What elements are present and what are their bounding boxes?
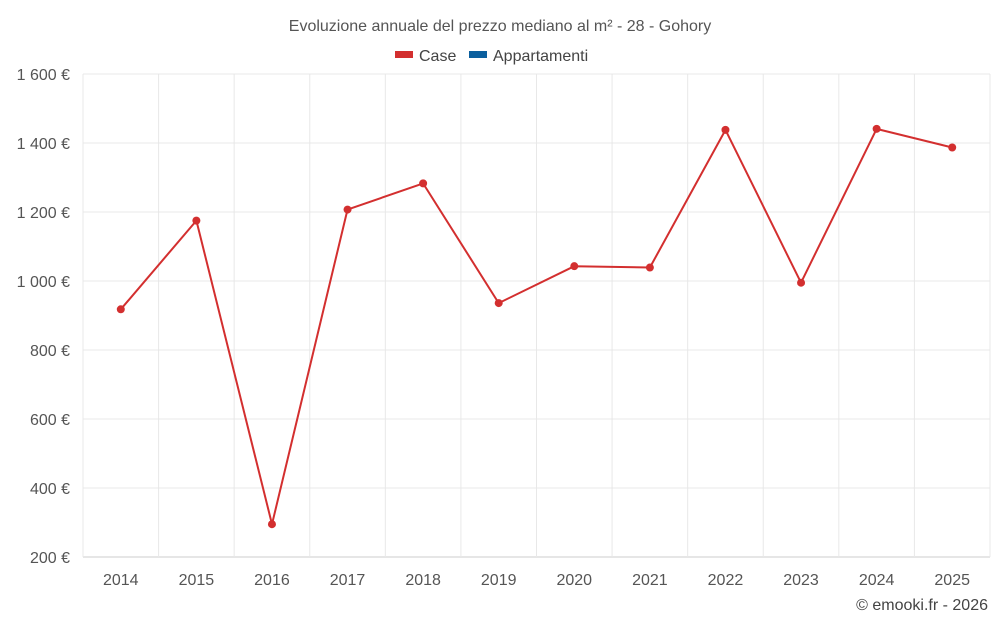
chart-title: Evoluzione annuale del prezzo mediano al… [289,18,711,35]
y-tick-label: 200 € [30,550,70,567]
y-tick-label: 600 € [30,412,70,429]
data-points [116,124,957,529]
series-line-case [120,127,953,526]
data-point[interactable] [116,305,125,314]
data-point[interactable] [872,124,881,133]
data-point[interactable] [948,143,957,152]
x-tick-label: 2021 [632,572,668,589]
data-point[interactable] [343,205,352,214]
legend-label-case[interactable]: Case [419,48,456,65]
x-tick-label: 2025 [934,572,970,589]
y-tick-label: 800 € [30,343,70,360]
x-tick-label: 2018 [405,572,441,589]
series-lines [120,127,953,526]
data-point[interactable] [192,216,201,225]
legend-swatch-case [395,51,413,58]
x-tick-label: 2015 [179,572,215,589]
x-tick-label: 2016 [254,572,290,589]
y-tick-label: 1 600 € [17,67,70,84]
y-tick-label: 1 200 € [17,205,70,222]
data-point[interactable] [797,278,806,287]
x-tick-label: 2014 [103,572,139,589]
x-tick-label: 2020 [556,572,592,589]
credit-text: © emooki.fr - 2026 [856,597,988,614]
y-tick-label: 1 000 € [17,274,70,291]
y-tick-label: 400 € [30,481,70,498]
data-point[interactable] [419,179,428,188]
data-point[interactable] [267,520,276,529]
y-tick-label: 1 400 € [17,136,70,153]
x-tick-label: 2017 [330,572,366,589]
y-axis-ticks: 200 € 400 € 600 € 800 € 1 000 € 1 200 € 1 400 … [17,67,70,567]
x-tick-label: 2024 [859,572,895,589]
legend-swatch-appartamenti [469,51,487,58]
x-tick-label: 2022 [708,572,744,589]
data-point[interactable] [570,262,579,271]
x-axis-ticks: 2014 2015 2016 2017 2018 2019 2020 2021 2022 2023… [103,572,970,589]
x-tick-label: 2023 [783,572,819,589]
data-point[interactable] [645,263,654,272]
grid-lines [82,73,991,558]
data-point[interactable] [494,299,503,308]
data-point[interactable] [721,125,730,134]
chart-legend: Case Appartamenti [395,48,588,65]
x-tick-label: 2019 [481,572,517,589]
legend-label-appartamenti[interactable]: Appartamenti [493,48,588,65]
